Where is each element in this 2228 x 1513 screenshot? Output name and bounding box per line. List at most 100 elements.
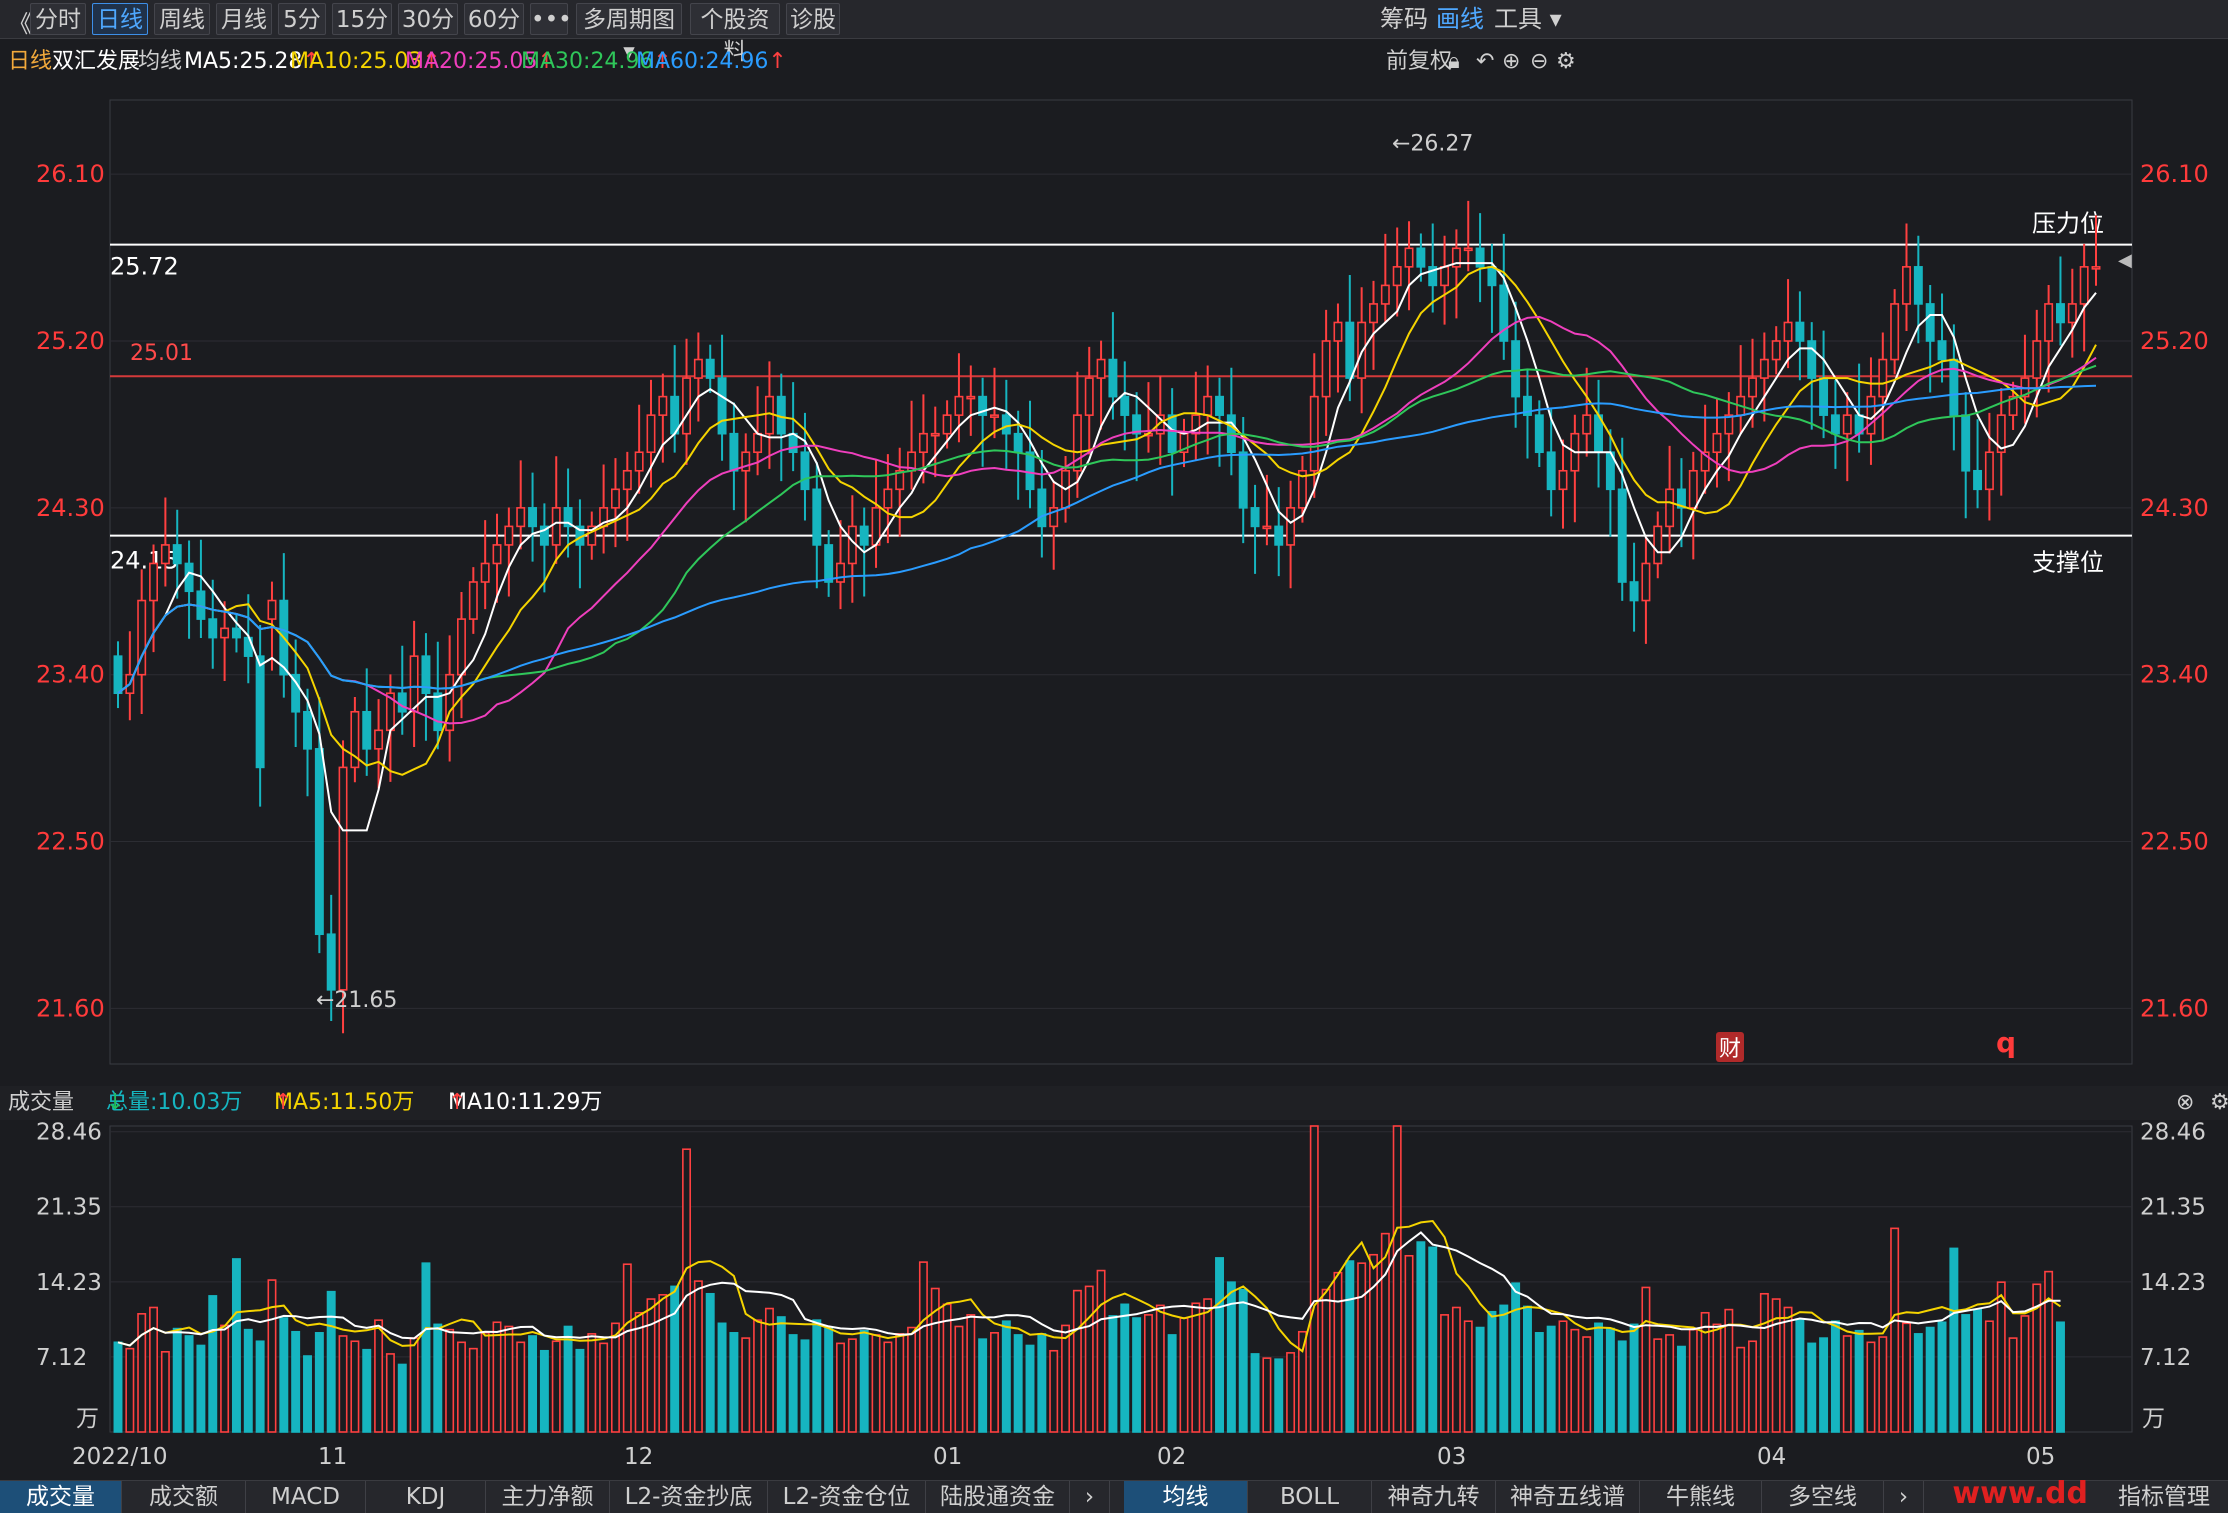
y-tick-left: 25.20: [36, 327, 105, 355]
tab-turnover[interactable]: 成交额: [122, 1481, 246, 1513]
candle-body: [1345, 321, 1355, 379]
ma20-line: [117, 315, 2097, 725]
volume-bar: [1724, 1308, 1734, 1433]
zoom-out-icon[interactable]: ⊖: [1530, 49, 1549, 74]
double-chevron-left-icon[interactable]: 《: [8, 10, 32, 38]
period-button-15分[interactable]: 15分: [332, 3, 392, 35]
zoom-in-icon[interactable]: ⊕: [1502, 49, 1521, 74]
volume-bar: [1807, 1342, 1817, 1433]
volume-bar: [374, 1319, 384, 1433]
price-chart[interactable]: 26.10 26.10 25.20 25.20 24.30 24.30 23.40 23.40…: [0, 84, 2228, 1076]
candle-body: [1700, 451, 1710, 472]
period-button-30分[interactable]: 30分: [398, 3, 458, 35]
candle-body: [1357, 321, 1367, 379]
tab-ma[interactable]: 均线: [1124, 1481, 1248, 1513]
close-circle-icon[interactable]: ⊗: [2176, 1090, 2195, 1115]
volume-bar: [764, 1307, 774, 1433]
volume-bar: [610, 1322, 620, 1433]
period-button-分时[interactable]: 分时: [30, 3, 86, 35]
tab-macd[interactable]: MACD: [246, 1481, 366, 1513]
volume-ma10-line: [117, 1231, 2061, 1347]
tab-l2-bottom[interactable]: L2-资金抄底: [610, 1481, 768, 1513]
lock-icon[interactable]: 🔒︎: [1448, 49, 1460, 74]
tab-l2-position[interactable]: L2-资金仓位: [768, 1481, 926, 1513]
resistance-value: 25.72: [110, 253, 179, 281]
ma20-value: MA20:25.05↑: [405, 49, 556, 74]
volume-y-tick-left: 7.12: [36, 1345, 87, 1371]
candle-body: [658, 395, 668, 416]
tab-kdj[interactable]: KDJ: [366, 1481, 486, 1513]
volume-bar: [409, 1337, 419, 1433]
volume-bar: [539, 1349, 549, 1433]
volume-y-tick-right: 7.12: [2140, 1345, 2191, 1371]
volume-bar: [468, 1347, 478, 1433]
candle-body: [1878, 358, 1888, 398]
ma60-value: MA60:24.96↑: [636, 49, 787, 74]
date-tick: 01: [933, 1444, 963, 1470]
tab-long-short[interactable]: 多空线: [1762, 1481, 1884, 1513]
candle-body: [741, 451, 751, 472]
volume-bars-chart[interactable]: 28.46 28.46 21.35 21.35 14.23 14.23 7.12 7.12 万 万: [0, 1120, 2228, 1440]
volume-bar: [1463, 1320, 1473, 1433]
period-button-5分[interactable]: 5分: [278, 3, 326, 35]
candle-body: [1511, 340, 1521, 398]
candle-body: [338, 766, 348, 991]
date-tick: 2022/10: [72, 1444, 168, 1470]
volume-bar: [445, 1328, 455, 1433]
tab-bull-bear[interactable]: 牛熊线: [1640, 1481, 1762, 1513]
ma-label[interactable]: 均线: [138, 49, 183, 74]
volume-bar: [895, 1333, 905, 1433]
volume-bar: [1783, 1306, 1793, 1433]
settings-icon[interactable]: ⚙: [1556, 49, 1576, 74]
drawing-button[interactable]: 画线: [1436, 5, 1484, 33]
undo-icon[interactable]: ↶: [1476, 49, 1495, 74]
tools-dropdown[interactable]: 工具 ▾: [1494, 5, 1562, 33]
tab-indicator-manage[interactable]: 指标管理: [2118, 1484, 2210, 1510]
stock-profile-button[interactable]: 个股资料: [690, 3, 780, 65]
ma10-value: MA10:25.03↑: [290, 49, 441, 74]
volume-bar: [930, 1287, 940, 1433]
candle-body: [646, 414, 656, 454]
chips-button[interactable]: 筹码: [1380, 5, 1428, 33]
candle-body: [1215, 395, 1224, 416]
candlestick-chart[interactable]: 26.10 26.10 25.20 25.20 24.30 24.30 23.40 23.40…: [0, 84, 2228, 1076]
tab-magic-nine[interactable]: 神奇九转: [1372, 1481, 1496, 1513]
volume-bar: [753, 1319, 763, 1433]
period-button-周线[interactable]: 周线: [154, 3, 210, 35]
volume-bar: [1819, 1337, 1829, 1433]
tab-main-net[interactable]: 主力净额: [486, 1481, 610, 1513]
candle-body: [2044, 303, 2054, 342]
volume-chart[interactable]: 28.46 28.46 21.35 21.35 14.23 14.23 7.12 7.12 万 万: [0, 1120, 2228, 1440]
volume-bar: [1653, 1338, 1663, 1433]
volume-bar: [812, 1319, 822, 1433]
period-button-日线[interactable]: 日线: [92, 3, 148, 35]
tab-northbound[interactable]: 陆股通资金: [926, 1481, 1070, 1513]
date-tick: 12: [624, 1444, 654, 1470]
candle-body: [1049, 507, 1059, 528]
multi-period-dropdown[interactable]: 多周期图 ▾: [576, 3, 682, 65]
tab-volume[interactable]: 成交量: [0, 1481, 122, 1513]
candle-body: [990, 414, 999, 418]
chevron-right-icon[interactable]: ›: [1884, 1481, 1924, 1513]
volume-y-tick-right: 28.46: [2140, 1122, 2206, 1146]
volume-bar: [1297, 1330, 1307, 1433]
adjust-mode[interactable]: 前复权: [1386, 49, 1453, 74]
diagnose-button[interactable]: 诊股: [786, 3, 840, 35]
chevron-right-icon[interactable]: ›: [1070, 1481, 1110, 1513]
candle-body: [1582, 414, 1592, 435]
candle-body: [1688, 469, 1698, 509]
candle-body: [457, 618, 466, 676]
volume-bar: [1262, 1357, 1272, 1433]
settings-icon[interactable]: ⚙: [2210, 1090, 2228, 1115]
volume-bar: [184, 1335, 194, 1433]
volume-bar: [1700, 1311, 1710, 1433]
stock-name: 双汇发展: [52, 49, 141, 74]
volume-bar: [1451, 1306, 1461, 1433]
candle-body: [587, 525, 597, 546]
period-button-月线[interactable]: 月线: [216, 3, 272, 35]
candle-body: [836, 562, 845, 583]
period-button-60分[interactable]: 60分: [464, 3, 524, 35]
more-periods-button[interactable]: •••: [530, 3, 572, 35]
tab-magic-five[interactable]: 神奇五线谱: [1496, 1481, 1640, 1513]
tab-boll[interactable]: BOLL: [1248, 1481, 1372, 1513]
